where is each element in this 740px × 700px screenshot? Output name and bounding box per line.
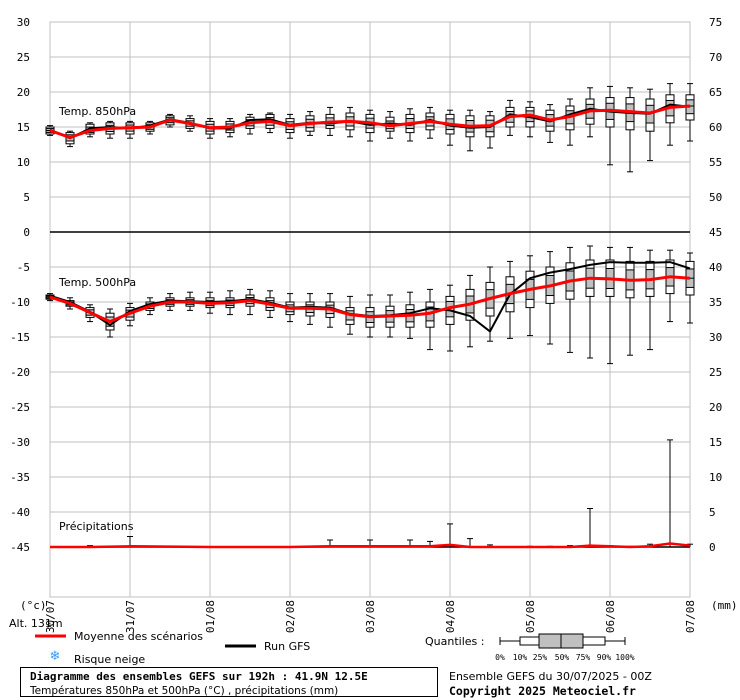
left-tick-label: -10 bbox=[10, 296, 30, 309]
x-tick-label: 02/08 bbox=[284, 600, 297, 633]
axis-ticks: 302520151050-5-10-15-20-25-30-35-40-4575… bbox=[9, 16, 738, 633]
left-tick-label: -35 bbox=[10, 471, 30, 484]
right-tick-label: 20 bbox=[709, 401, 722, 414]
precip-bars bbox=[87, 439, 693, 547]
quantiles-title: Quantiles : bbox=[425, 635, 484, 648]
snowflake-icon: ❄ bbox=[50, 649, 61, 664]
footer-title: Diagramme des ensembles GEFS sur 192h : … bbox=[30, 670, 368, 683]
left-tick-label: -20 bbox=[10, 366, 30, 379]
left-tick-label: -15 bbox=[10, 331, 30, 344]
t500-label: Temp. 500hPa bbox=[58, 276, 136, 289]
quantile-label: 0% bbox=[495, 653, 505, 662]
footer-subtitle: Températures 850hPa et 500hPa (°C) , pré… bbox=[30, 685, 339, 697]
left-tick-label: 30 bbox=[17, 16, 30, 29]
legend: Moyenne des scénarios Run GFS ❄ Risque neig… bbox=[35, 630, 652, 698]
left-tick-label: 25 bbox=[17, 51, 30, 64]
x-tick-label: 04/08 bbox=[444, 600, 457, 633]
quantile-label: 90% bbox=[597, 653, 612, 662]
right-tick-label: 30 bbox=[709, 331, 722, 344]
t850-mean-line bbox=[49, 104, 691, 139]
right-unit-label: (mm) bbox=[711, 599, 738, 612]
series-lines bbox=[49, 103, 691, 549]
right-tick-label: 0 bbox=[709, 541, 716, 554]
left-tick-label: -45 bbox=[10, 541, 30, 554]
x-tick-label: 03/08 bbox=[364, 600, 377, 633]
right-tick-label: 70 bbox=[709, 51, 722, 64]
right-tick-label: 65 bbox=[709, 86, 722, 99]
quantile-label: 100% bbox=[615, 653, 634, 662]
x-tick-label: 30/07 bbox=[44, 600, 57, 633]
left-tick-label: 20 bbox=[17, 86, 30, 99]
legend-snow-label: Risque neige bbox=[74, 653, 145, 666]
left-tick-label: -5 bbox=[17, 261, 30, 274]
copyright-label: Copyright 2025 Meteociel.fr bbox=[449, 684, 636, 698]
right-tick-label: 55 bbox=[709, 156, 722, 169]
footer-box: Diagramme des ensembles GEFS sur 192h : … bbox=[20, 667, 438, 697]
x-tick-label: 31/07 bbox=[124, 600, 137, 633]
right-tick-label: 10 bbox=[709, 471, 722, 484]
right-tick-label: 75 bbox=[709, 16, 722, 29]
quantile-label: 10% bbox=[513, 653, 528, 662]
left-unit-label: (°c) bbox=[20, 599, 47, 612]
right-tick-label: 15 bbox=[709, 436, 722, 449]
run-label: Ensemble GEFS du 30/07/2025 - 00Z bbox=[449, 670, 652, 683]
t500-mean-line bbox=[49, 275, 691, 324]
right-tick-label: 45 bbox=[709, 226, 722, 239]
series-labels: Temp. 850hPa Temp. 500hPa Précipitations bbox=[58, 105, 136, 533]
right-tick-label: 40 bbox=[709, 261, 722, 274]
left-tick-label: -30 bbox=[10, 436, 30, 449]
t850-label: Temp. 850hPa bbox=[58, 105, 136, 118]
legend-gfs-label: Run GFS bbox=[264, 640, 310, 653]
legend-mean-label: Moyenne des scénarios bbox=[74, 630, 203, 643]
quantile-label: 25% bbox=[533, 653, 548, 662]
left-tick-label: -40 bbox=[10, 506, 30, 519]
left-tick-label: 15 bbox=[17, 121, 30, 134]
right-tick-label: 60 bbox=[709, 121, 722, 134]
x-tick-label: 01/08 bbox=[204, 600, 217, 633]
x-tick-label: 07/08 bbox=[684, 600, 697, 633]
right-tick-label: 5 bbox=[709, 506, 716, 519]
right-tick-label: 35 bbox=[709, 296, 722, 309]
x-tick-label: 05/08 bbox=[524, 600, 537, 633]
left-tick-label: 10 bbox=[17, 156, 30, 169]
precip-label: Précipitations bbox=[59, 520, 134, 533]
altitude-label: Alt. 131m bbox=[9, 617, 63, 630]
left-tick-label: 5 bbox=[23, 191, 30, 204]
quantile-label: 50% bbox=[555, 653, 570, 662]
right-tick-label: 50 bbox=[709, 191, 722, 204]
quantile-label: 75% bbox=[576, 653, 591, 662]
precip-mean-line bbox=[50, 542, 691, 549]
left-tick-label: -25 bbox=[10, 401, 30, 414]
x-tick-label: 06/08 bbox=[604, 600, 617, 633]
left-tick-label: 0 bbox=[23, 226, 30, 239]
right-tick-label: 25 bbox=[709, 366, 722, 379]
